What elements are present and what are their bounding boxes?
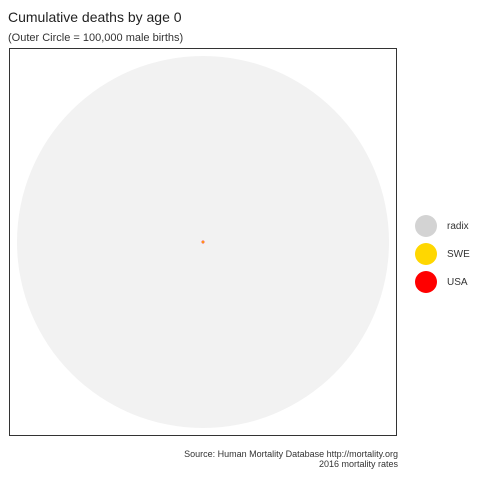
source-caption-line1: Source: Human Mortality Database http://… bbox=[184, 449, 398, 459]
legend-key-usa bbox=[415, 271, 437, 293]
plot-svg bbox=[17, 56, 389, 428]
legend-label-usa: USA bbox=[447, 276, 468, 288]
legend-item-usa: USA bbox=[415, 268, 470, 296]
chart-subtitle: (Outer Circle = 100,000 male births) bbox=[8, 32, 184, 44]
legend-label-radix: radix bbox=[447, 220, 469, 232]
legend-key-swe bbox=[415, 243, 437, 265]
legend-item-radix: radix bbox=[415, 212, 470, 240]
source-caption: Source: Human Mortality Database http://… bbox=[184, 449, 398, 469]
source-caption-line2: 2016 mortality rates bbox=[318, 459, 398, 469]
legend-key-radix bbox=[415, 215, 437, 237]
legend: radix SWE USA bbox=[415, 212, 470, 296]
legend-label-swe: SWE bbox=[447, 248, 470, 260]
death-circle-swe bbox=[201, 240, 205, 244]
legend-item-swe: SWE bbox=[415, 240, 470, 268]
chart-title: Cumulative deaths by age 0 bbox=[8, 9, 182, 25]
plot-panel bbox=[9, 48, 397, 436]
